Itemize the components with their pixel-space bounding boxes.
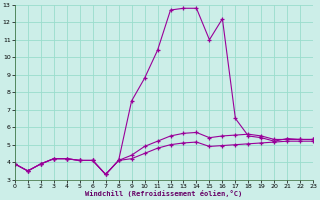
X-axis label: Windchill (Refroidissement éolien,°C): Windchill (Refroidissement éolien,°C) bbox=[85, 190, 243, 197]
